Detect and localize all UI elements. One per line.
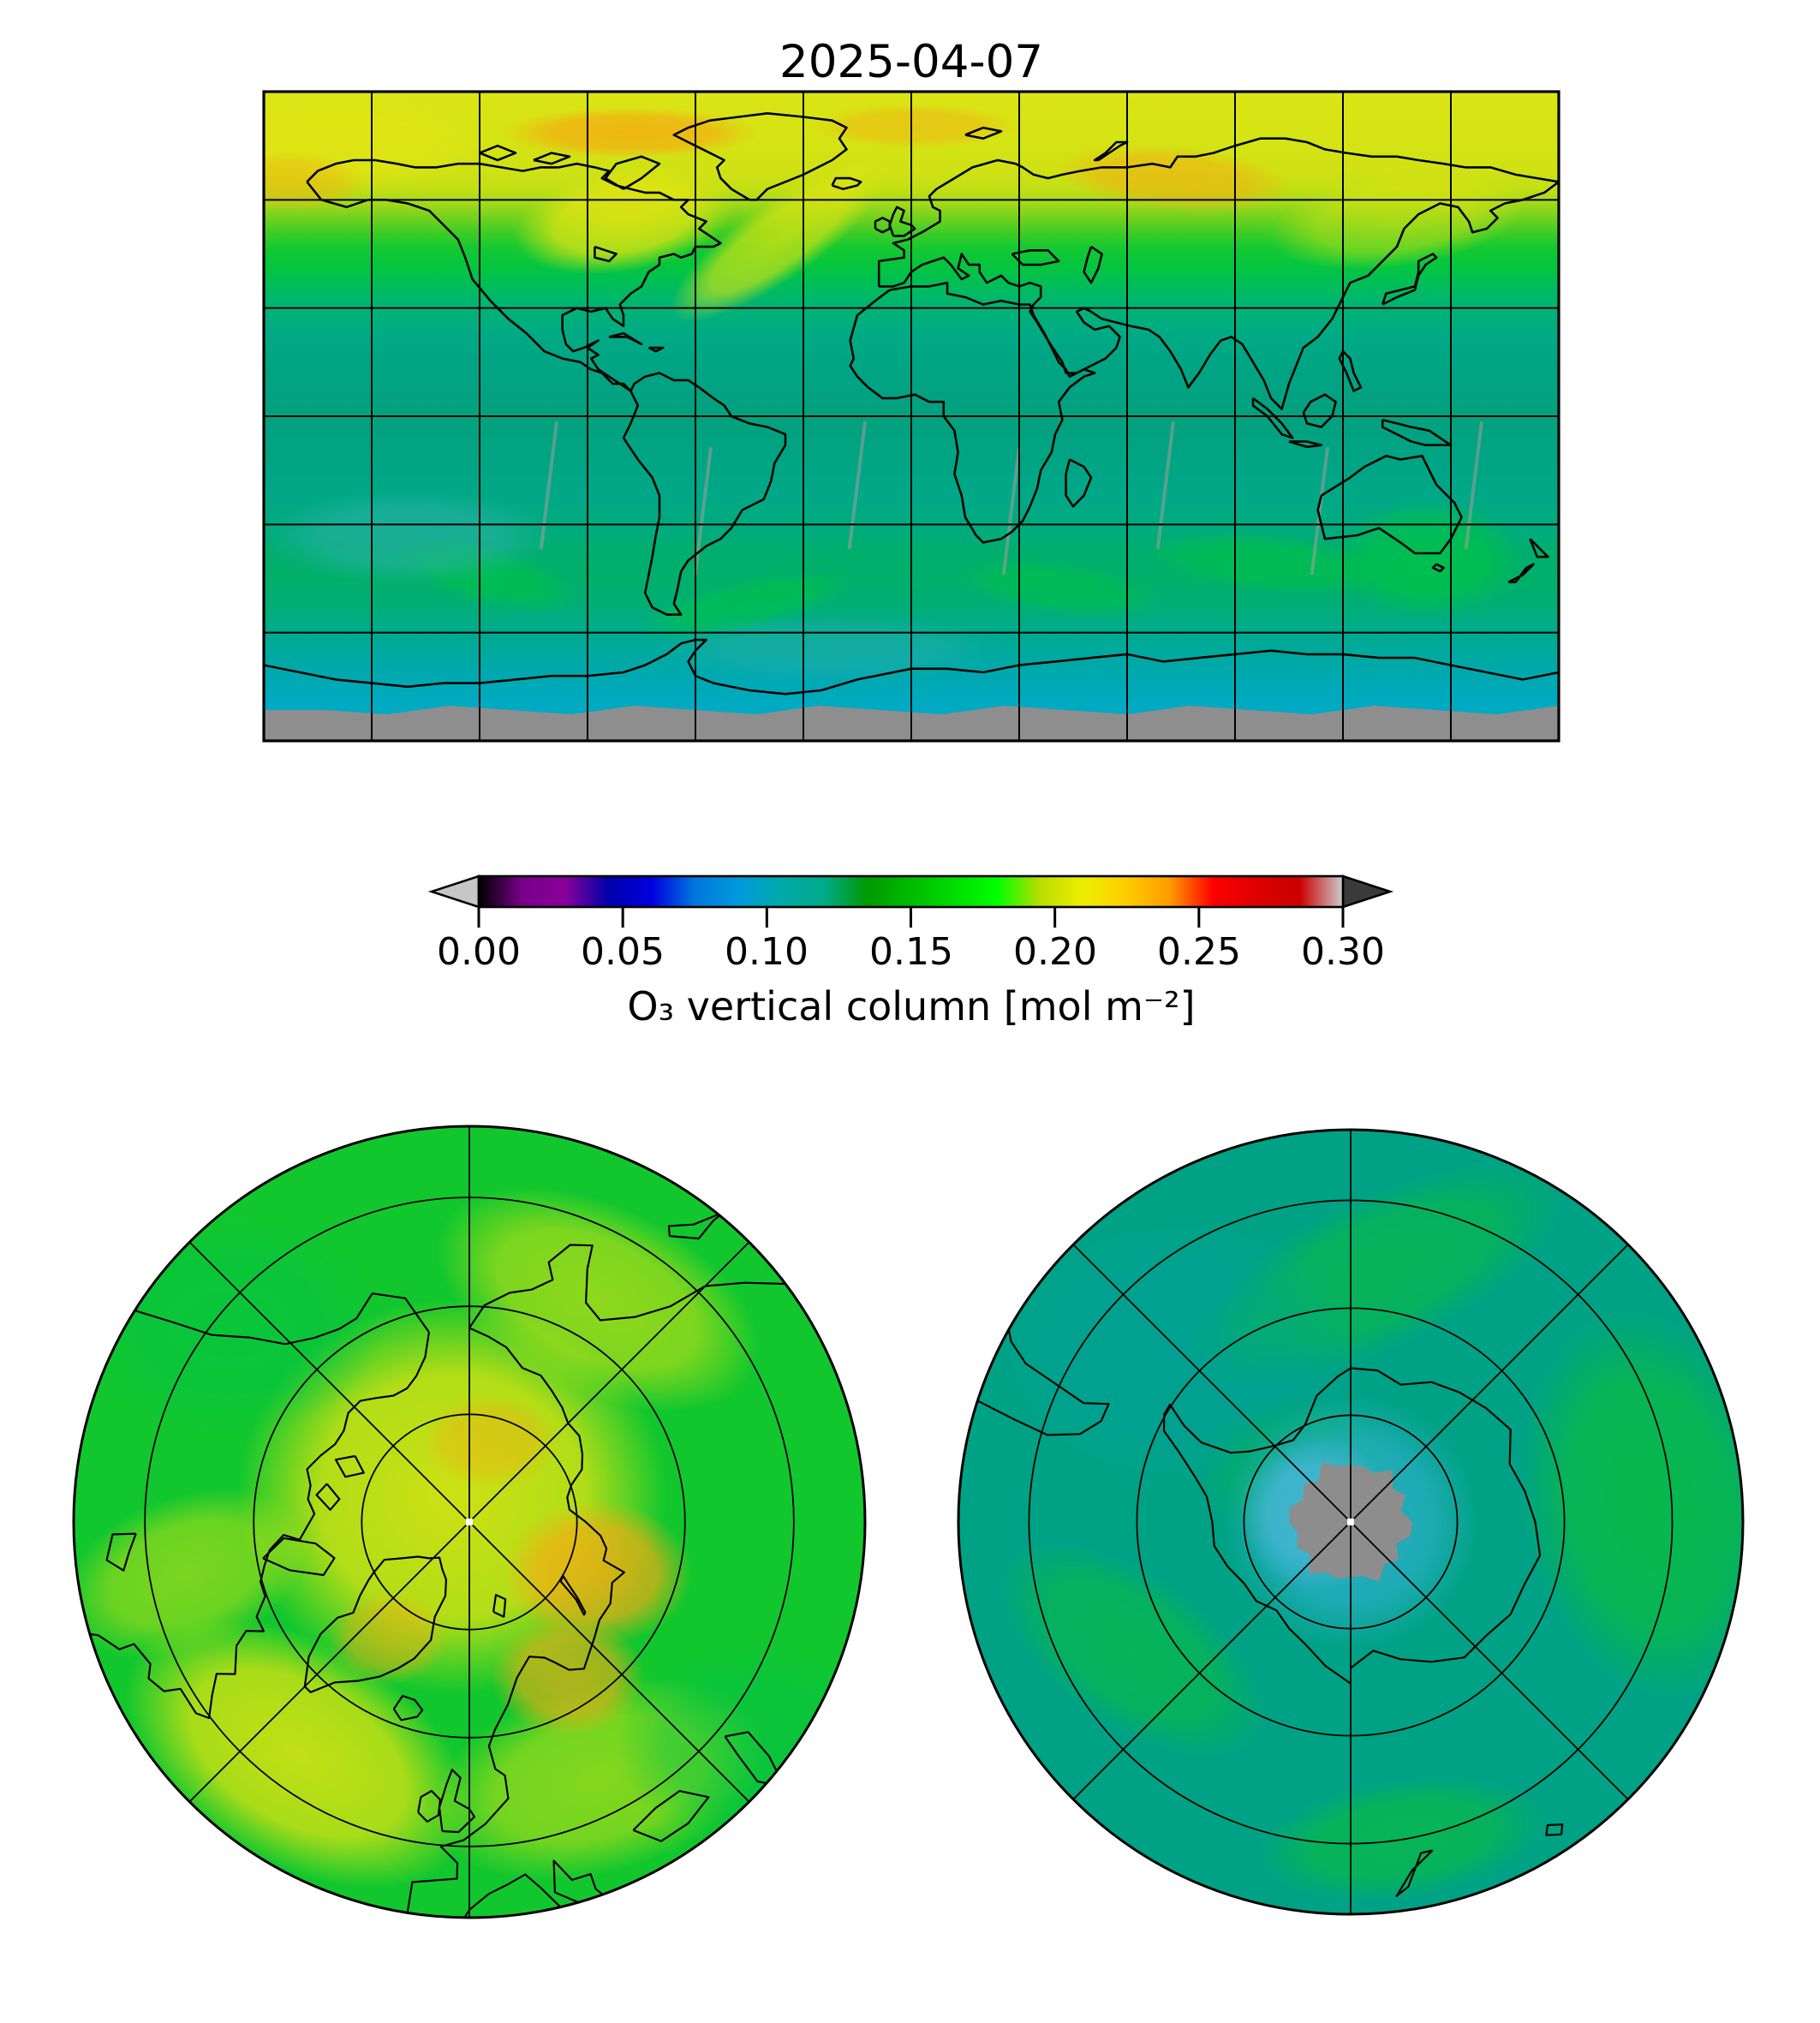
colorbar-tick-label: 0.25 (1157, 930, 1241, 974)
coastlines (264, 112, 1559, 695)
colorbar-gradient (479, 876, 1343, 907)
south-polar-map (957, 1128, 1745, 1916)
global-map (262, 90, 1560, 743)
under-range-arrow (427, 874, 480, 909)
pole-point (1347, 1519, 1354, 1525)
over-range-arrow (1341, 874, 1394, 909)
map-border (957, 1128, 1745, 1916)
map-border (72, 1125, 867, 1919)
graticule (144, 1126, 795, 1918)
north-polar-map (72, 1125, 867, 1919)
pole-point (466, 1519, 473, 1525)
colorbar-tick-label: 0.10 (725, 930, 809, 974)
colorbar-tick-label: 0.30 (1301, 930, 1385, 974)
colorbar-tick-label: 0.05 (581, 930, 665, 974)
colorbar-ticks (477, 907, 1345, 928)
figure-title: 2025-04-07 (779, 36, 1044, 88)
graticule (264, 92, 1559, 741)
colorbar-tick-label: 0.20 (1013, 930, 1097, 974)
colorbar-tick-label: 0.15 (869, 930, 953, 974)
colorbar-label: O₃ vertical column [mol m⁻²] (627, 983, 1196, 1029)
map-border (262, 90, 1560, 743)
colorbar (427, 874, 1394, 928)
colorbar-tick-label: 0.00 (437, 930, 521, 974)
